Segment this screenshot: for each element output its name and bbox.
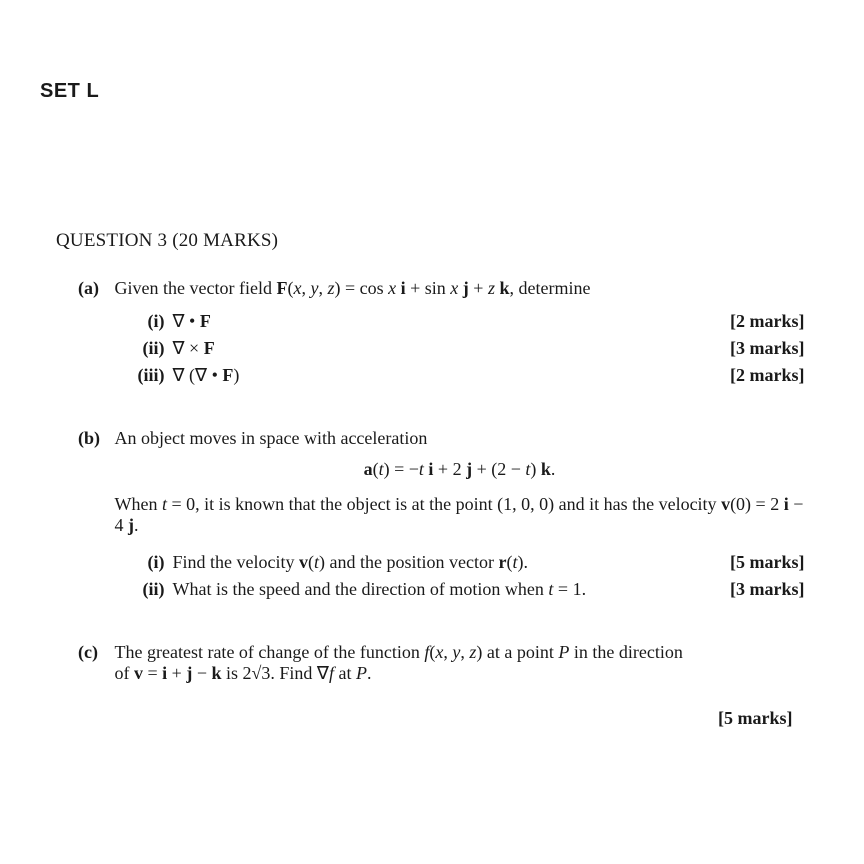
part-a-item-2-text: ∇ × F: [173, 338, 705, 359]
part-b-body: An object moves in space with accelerati…: [115, 428, 805, 606]
part-a-item-1-label: (i): [123, 311, 173, 332]
part-b-para-end: .: [134, 515, 139, 535]
part-c: (c) The greatest rate of change of the f…: [78, 642, 808, 729]
part-b-subitems: (i) Find the velocity v(t) and the posit…: [123, 552, 805, 600]
part-a-item-1-text: ∇ • F: [173, 311, 705, 332]
part-a-label: (a): [78, 278, 110, 299]
part-c-line1-pre: The greatest rate of change of the funct…: [115, 642, 425, 662]
part-c-f: f: [424, 642, 429, 662]
set-label: SET L: [40, 80, 99, 103]
part-a-intro-eq-F: F: [276, 278, 287, 298]
page: SET L QUESTION 3 (20 MARKS) (a) Given th…: [0, 0, 864, 864]
part-b-item-1-mid: and the position vector: [325, 552, 498, 572]
part-a-item-3: (iii) ∇ (∇ • F) [2 marks]: [123, 365, 805, 386]
part-b-item-1-text: Find the velocity v(t) and the position …: [173, 552, 705, 573]
part-c-body: The greatest rate of change of the funct…: [115, 642, 805, 729]
part-a-item-2: (ii) ∇ × F [3 marks]: [123, 338, 805, 359]
part-a-item-2-label: (ii): [123, 338, 173, 359]
part-a-item-1: (i) ∇ • F [2 marks]: [123, 311, 805, 332]
part-a-intro-eq-rest: (x, y, z) = cos x i + sin x j + z k: [287, 278, 509, 298]
question-title: QUESTION 3 (20 MARKS): [56, 230, 808, 252]
part-a-item-2-marks: [3 marks]: [705, 338, 805, 359]
part-b-item-2-label: (ii): [123, 579, 173, 600]
part-b-para-t0: t: [162, 494, 167, 514]
part-a-body: Given the vector field F(x, y, z) = cos …: [115, 278, 805, 392]
part-a-item-3-marks: [2 marks]: [705, 365, 805, 386]
part-b-para-pre: When: [115, 494, 162, 514]
part-a-item-3-label: (iii): [123, 365, 173, 386]
part-a-item-3-text: ∇ (∇ • F): [173, 365, 705, 386]
part-a: (a) Given the vector field F(x, y, z) = …: [78, 278, 808, 392]
part-b-item-2-text: What is the speed and the direction of m…: [173, 579, 705, 600]
part-c-line1-post: in the direction: [569, 642, 682, 662]
part-b-item-1-pre: Find the velocity: [173, 552, 299, 572]
part-b-item-1: (i) Find the velocity v(t) and the posit…: [123, 552, 805, 573]
part-b-para: When t = 0, it is known that the object …: [115, 494, 805, 536]
part-b-item-1-marks: [5 marks]: [705, 552, 805, 573]
part-c-line2-pre: of: [115, 663, 135, 683]
part-b-equation: a(t) = −t i + 2 j + (2 − t) k.: [115, 459, 805, 480]
part-b-para-mid: , it is known that the object is at the …: [195, 494, 721, 514]
part-c-marks: [5 marks]: [115, 708, 793, 729]
part-b: (b) An object moves in space with accele…: [78, 428, 808, 606]
part-b-item-1-label: (i): [123, 552, 173, 573]
part-a-subitems: (i) ∇ • F [2 marks] (ii) ∇ × F [3 marks]…: [123, 311, 805, 386]
part-c-label: (c): [78, 642, 110, 663]
part-c-P: P: [558, 642, 569, 662]
part-b-item-2-marks: [3 marks]: [705, 579, 805, 600]
part-b-intro: An object moves in space with accelerati…: [115, 428, 428, 448]
part-b-item-2: (ii) What is the speed and the direction…: [123, 579, 805, 600]
part-a-intro-pre: Given the vector field: [115, 278, 277, 298]
part-c-line1-mid: at a point: [482, 642, 558, 662]
part-a-item-1-marks: [2 marks]: [705, 311, 805, 332]
part-a-intro-post: , determine: [509, 278, 590, 298]
part-b-label: (b): [78, 428, 110, 449]
part-b-item-1-post: .: [523, 552, 528, 572]
